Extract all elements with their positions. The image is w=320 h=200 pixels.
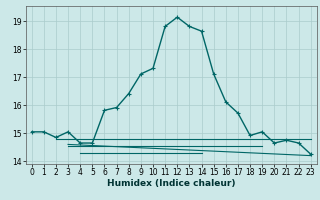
X-axis label: Humidex (Indice chaleur): Humidex (Indice chaleur) [107,179,236,188]
